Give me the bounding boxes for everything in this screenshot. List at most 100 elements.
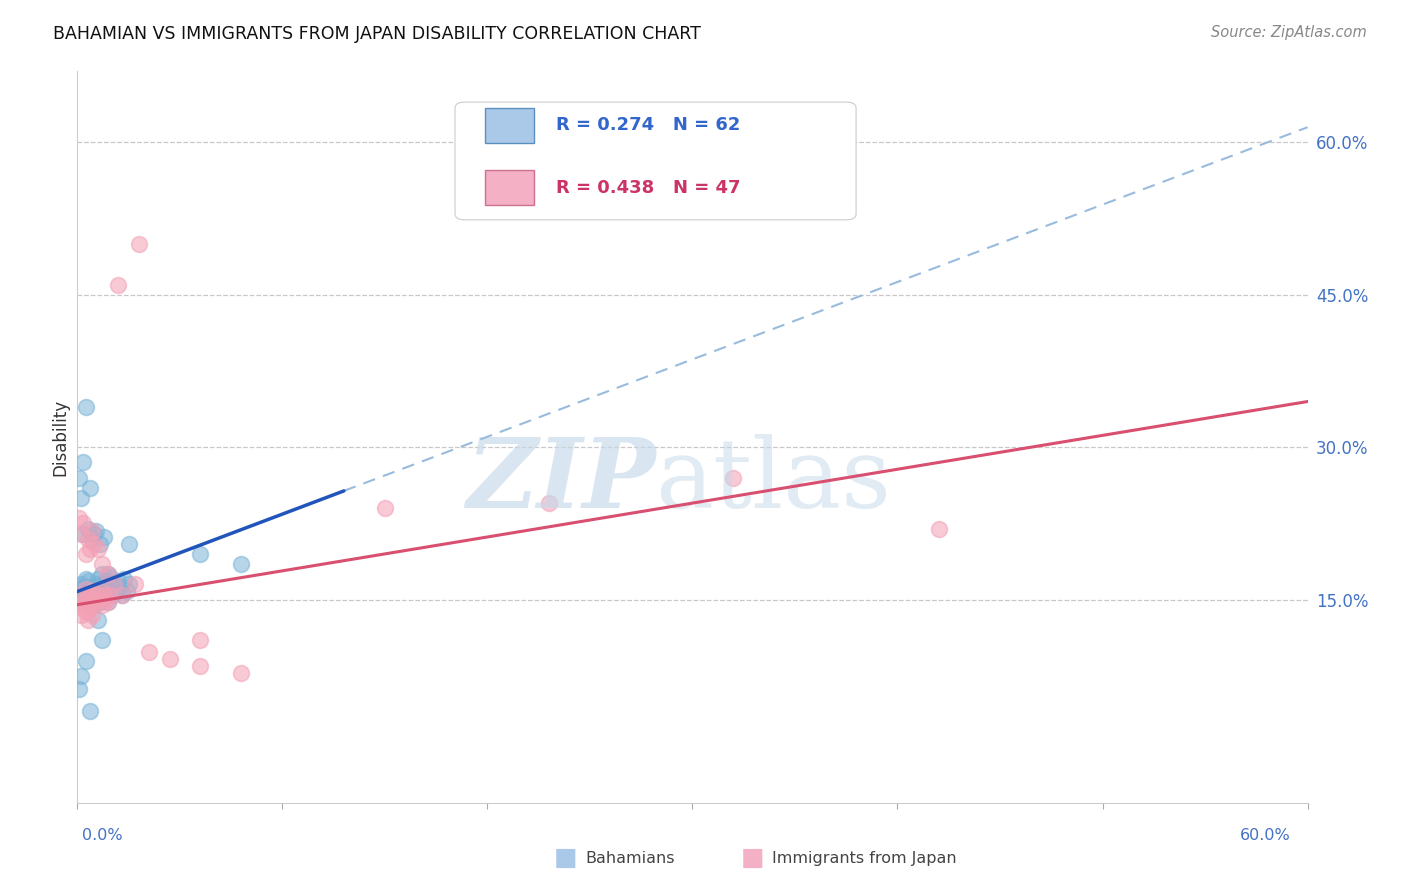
Point bbox=[72, 600, 94, 615]
Point bbox=[98, 570, 121, 584]
Point bbox=[67, 471, 90, 485]
Point bbox=[72, 526, 94, 541]
Point bbox=[188, 658, 212, 673]
Point bbox=[128, 237, 150, 252]
Point bbox=[115, 584, 138, 599]
Point bbox=[110, 581, 132, 595]
Text: ■: ■ bbox=[554, 847, 576, 870]
Point bbox=[84, 524, 107, 538]
Point bbox=[90, 582, 114, 597]
Point bbox=[90, 598, 114, 612]
Point bbox=[76, 522, 98, 536]
Point bbox=[117, 577, 139, 591]
Point bbox=[93, 588, 115, 602]
Point bbox=[101, 588, 124, 602]
Point bbox=[111, 588, 134, 602]
Point bbox=[723, 471, 745, 485]
FancyBboxPatch shape bbox=[485, 170, 534, 205]
Text: R = 0.438   N = 47: R = 0.438 N = 47 bbox=[555, 178, 741, 196]
Point bbox=[80, 581, 103, 595]
Point bbox=[70, 582, 93, 597]
Point bbox=[80, 524, 103, 538]
Point bbox=[84, 592, 107, 607]
Point bbox=[79, 705, 101, 719]
Point bbox=[111, 588, 134, 602]
Point bbox=[107, 277, 129, 292]
Point bbox=[94, 574, 117, 589]
Point bbox=[72, 516, 94, 531]
Point bbox=[70, 491, 93, 505]
Point bbox=[79, 588, 101, 602]
Text: Bahamians: Bahamians bbox=[585, 851, 675, 865]
Point bbox=[70, 607, 93, 622]
Point bbox=[89, 584, 111, 599]
Point bbox=[90, 567, 114, 582]
Point bbox=[93, 588, 115, 602]
Point bbox=[103, 577, 125, 591]
Point bbox=[188, 547, 212, 561]
Point bbox=[97, 595, 120, 609]
Point bbox=[67, 588, 90, 602]
Point bbox=[87, 588, 110, 602]
Point bbox=[97, 582, 120, 597]
Point bbox=[928, 522, 950, 536]
Point bbox=[374, 501, 396, 516]
Point bbox=[89, 537, 111, 551]
Text: Source: ZipAtlas.com: Source: ZipAtlas.com bbox=[1211, 25, 1367, 40]
Point bbox=[70, 577, 93, 591]
Point bbox=[103, 577, 125, 591]
Point bbox=[138, 645, 160, 659]
Point bbox=[76, 613, 98, 627]
Point bbox=[117, 537, 139, 551]
FancyBboxPatch shape bbox=[485, 108, 534, 143]
Point bbox=[70, 526, 93, 541]
Point bbox=[231, 665, 253, 680]
Point bbox=[93, 530, 115, 544]
Point bbox=[80, 532, 103, 546]
Point bbox=[114, 572, 136, 586]
Point bbox=[87, 541, 110, 556]
Text: atlas: atlas bbox=[655, 434, 891, 528]
Point bbox=[90, 633, 114, 648]
Text: ■: ■ bbox=[741, 847, 763, 870]
Point bbox=[124, 577, 146, 591]
Text: BAHAMIAN VS IMMIGRANTS FROM JAPAN DISABILITY CORRELATION CHART: BAHAMIAN VS IMMIGRANTS FROM JAPAN DISABI… bbox=[53, 25, 702, 43]
Point bbox=[87, 572, 110, 586]
Point bbox=[67, 511, 90, 525]
Point bbox=[89, 595, 111, 609]
Point bbox=[72, 455, 94, 469]
Point bbox=[98, 588, 121, 602]
Point bbox=[72, 581, 94, 595]
Point bbox=[75, 547, 97, 561]
Point bbox=[79, 541, 101, 556]
Point bbox=[67, 598, 90, 612]
Point bbox=[75, 588, 97, 602]
Point bbox=[98, 588, 121, 602]
Point bbox=[72, 595, 94, 609]
Point bbox=[75, 572, 97, 586]
Point bbox=[80, 582, 103, 597]
Point bbox=[83, 584, 105, 599]
Point bbox=[70, 669, 93, 683]
Point bbox=[76, 591, 98, 605]
Point bbox=[84, 577, 107, 591]
Point bbox=[72, 595, 94, 609]
Point bbox=[76, 532, 98, 546]
Point bbox=[97, 595, 120, 609]
Point bbox=[79, 481, 101, 495]
Point bbox=[75, 582, 97, 597]
Text: 0.0%: 0.0% bbox=[82, 828, 122, 843]
Point bbox=[105, 584, 128, 599]
Point bbox=[80, 607, 103, 622]
Point bbox=[84, 588, 107, 602]
Point bbox=[97, 567, 120, 582]
Point bbox=[93, 581, 115, 595]
Point bbox=[94, 577, 117, 591]
Text: ZIP: ZIP bbox=[465, 434, 655, 528]
Point bbox=[89, 584, 111, 599]
Point bbox=[87, 595, 110, 609]
Point bbox=[159, 651, 181, 665]
Point bbox=[75, 400, 97, 414]
Y-axis label: Disability: Disability bbox=[51, 399, 69, 475]
Point bbox=[231, 557, 253, 571]
